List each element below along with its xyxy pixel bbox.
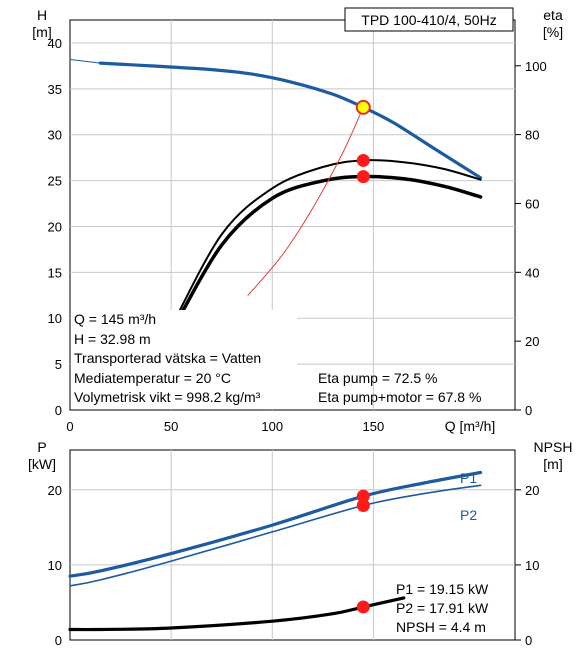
operating-point-npsh [356, 600, 370, 614]
curve-system-curve [247, 106, 364, 296]
chart-title-box [344, 7, 514, 32]
info-flow: Q = 145 m³/h [74, 311, 156, 327]
info-p1: P1 = 19.15 kW [396, 581, 489, 597]
head-tick-label: 5 [55, 357, 62, 372]
power-info: P1 = 19.15 kW P2 = 17.91 kW NPSH = 4.4 m [396, 581, 489, 635]
flow-axis-label: Q [m³/h] [445, 418, 496, 434]
x-tick-label: 150 [363, 419, 385, 434]
info-eta-pump: Eta pump = 72.5 % [318, 370, 437, 386]
curve-head [98, 61, 483, 180]
npsh-tick-label: 20 [525, 483, 539, 498]
power-tick-label: 20 [48, 483, 62, 498]
x-tick-label: 0 [66, 419, 73, 434]
info-eta-pump-motor: Eta pump+motor = 67.8 % [318, 389, 481, 405]
eta-axis-label: eta [543, 7, 563, 23]
info-temperature: Mediatemperatur = 20 °C [74, 370, 231, 386]
top-tick-labels: 0 50 100 150 0 5 10 15 20 25 30 35 40 0 20 40 60 80 100 [48, 36, 547, 434]
head-tick-label: 25 [48, 174, 62, 189]
operating-point-p2 [356, 498, 370, 512]
info-p2: P2 = 17.91 kW [396, 600, 489, 616]
eta-tick-label: 20 [525, 334, 539, 349]
eta-tick-label: 100 [525, 59, 547, 74]
eta-tick-label: 0 [525, 403, 532, 418]
npsh-tick-label: 0 [525, 633, 532, 648]
series-label-p2: P2 [460, 507, 477, 523]
npsh-axis-label: NPSH [534, 439, 573, 455]
bottom-tick-labels: 0 10 20 0 10 20 [48, 483, 540, 648]
bottom-grid [70, 450, 515, 640]
bottom-series [68, 470, 483, 632]
operating-point-head [355, 99, 371, 115]
head-tick-label: 40 [48, 36, 62, 51]
power-tick-label: 10 [48, 558, 62, 573]
head-axis-unit: [m] [32, 24, 51, 40]
eta-axis-unit: [%] [543, 24, 563, 40]
operating-point-eta-pump-motor [356, 170, 370, 184]
head-tick-label: 30 [48, 128, 62, 143]
info-density: Volymetrisk vikt = 998.2 kg/m³ [74, 389, 261, 405]
top-series [69, 59, 483, 335]
x-tick-label: 50 [164, 419, 178, 434]
npsh-axis-unit: [m] [543, 456, 562, 472]
curve-p1 [68, 470, 483, 578]
operating-info-left: Q = 145 m³/h H = 32.98 m Transporterad v… [74, 311, 261, 405]
head-tick-label: 0 [55, 403, 62, 418]
curve-eta-pump [170, 159, 482, 329]
operating-point-eta-pump [356, 153, 370, 167]
head-tick-label: 15 [48, 265, 62, 280]
operating-point-p1 [356, 489, 370, 503]
npsh-tick-label: 10 [525, 558, 539, 573]
info-backdrop [71, 310, 297, 409]
power-axis-unit: [kW] [28, 456, 56, 472]
operating-info-right: Eta pump = 72.5 % Eta pump+motor = 67.8 … [318, 370, 481, 405]
power-tick-label: 0 [55, 633, 62, 648]
head-tick-label: 20 [48, 219, 62, 234]
curve-head-thin-extension [69, 59, 101, 64]
info-npsh: NPSH = 4.4 m [396, 619, 486, 635]
bottom-plot-area [69, 449, 516, 641]
head-axis-label: H [37, 7, 47, 23]
x-tick-label: 100 [261, 419, 283, 434]
chart-title: TPD 100-410/4, 50Hz [361, 12, 496, 28]
info-fluid: Transporterad vätska = Vatten [74, 350, 261, 366]
eta-tick-label: 80 [525, 128, 539, 143]
head-tick-label: 10 [48, 311, 62, 326]
curve-eta-pump-motor [169, 174, 483, 335]
eta-tick-label: 40 [525, 265, 539, 280]
head-tick-label: 35 [48, 82, 62, 97]
info-head: H = 32.98 m [74, 331, 151, 347]
power-axis-label: P [37, 439, 46, 455]
eta-tick-label: 60 [525, 196, 539, 211]
curve-p2 [69, 484, 482, 587]
series-label-p1: P1 [460, 470, 477, 486]
